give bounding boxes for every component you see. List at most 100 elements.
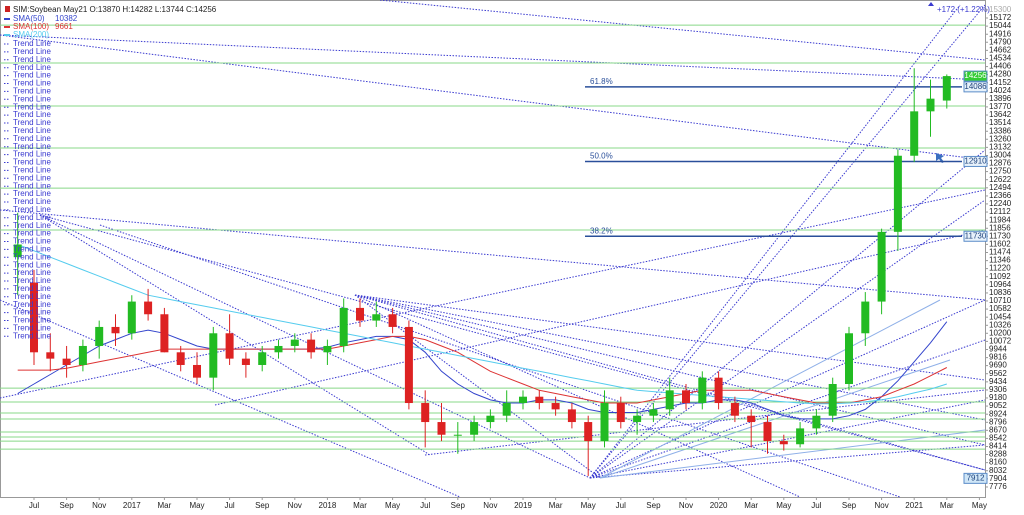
y-tick-label: 15300 (989, 5, 1012, 14)
candle-body (633, 415, 642, 423)
fib-value-box (963, 81, 988, 93)
candle-body (665, 390, 674, 410)
legend-trend-line: Trend Line (13, 324, 52, 333)
legend-trend-line: Trend Line (13, 110, 52, 119)
legend-name: SMA(50) (13, 14, 45, 23)
candle-body (861, 301, 870, 334)
legend-trend-line: Trend Line (13, 268, 52, 277)
y-tick-label: 12876 (989, 159, 1012, 168)
candle-body (241, 358, 250, 365)
candle-body (307, 339, 316, 353)
y-tick-label: 14534 (989, 54, 1012, 63)
legend-trend-line: Trend Line (13, 205, 52, 214)
legend-trend-line: Trend Line (13, 55, 52, 64)
legend-trend-line: Trend Line (13, 181, 52, 190)
y-tick-label: 8670 (989, 425, 1007, 434)
sma-line (17, 335, 948, 404)
y-tick-label: 7904 (989, 474, 1007, 483)
x-tick-label: Mar (549, 501, 563, 510)
candle-body (193, 364, 201, 378)
legend-trend-line: Trend Line (13, 134, 52, 143)
legend-trend-line: Trend Line (13, 189, 52, 198)
y-tick-label: 12494 (989, 183, 1012, 192)
legend-trend-line: Trend Line (13, 252, 52, 261)
y-tick-label: 14662 (989, 45, 1012, 54)
candle-body (747, 415, 756, 423)
candle-body (649, 409, 658, 416)
y-tick-label: 12750 (989, 167, 1012, 176)
legend-trend-line: Trend Line (13, 237, 52, 246)
candle-body (600, 403, 609, 442)
y-tick-label: 9434 (989, 377, 1007, 386)
candle-body (779, 441, 788, 445)
y-tick-label: 11730 (989, 231, 1011, 240)
candle-body (160, 314, 169, 353)
sma-line (17, 244, 947, 405)
candle-body (111, 326, 120, 334)
x-tick-label: 2017 (123, 501, 141, 510)
candle-body (682, 390, 690, 404)
y-tick-label: 8288 (989, 450, 1007, 459)
y-tick-label: 10072 (989, 337, 1012, 346)
x-tick-label: Mar (744, 501, 758, 510)
candle-body (46, 352, 55, 359)
candle-body (127, 301, 136, 334)
candle-body (845, 333, 853, 385)
y-tick-label: 8032 (989, 466, 1007, 475)
y-tick-label: 9690 (989, 361, 1007, 370)
legend-trend-line: Trend Line (13, 292, 52, 301)
legend-trend-line: Trend Line (13, 221, 52, 230)
y-tick-label: 12366 (989, 191, 1012, 200)
y-tick-label: 15044 (989, 21, 1012, 30)
x-tick-label: Sep (255, 501, 270, 510)
fib-value-box (963, 230, 988, 242)
fib-value: 12910 (964, 157, 987, 166)
candle-body (584, 422, 593, 442)
y-tick-label: 14916 (989, 29, 1012, 38)
y-tick-label: 14790 (989, 37, 1012, 46)
candle-body (551, 403, 560, 410)
legend-trend-line: Trend Line (13, 126, 52, 135)
candle-body (13, 244, 22, 258)
y-tick-label: 14280 (989, 70, 1012, 79)
y-tick-label: 9306 (989, 385, 1007, 394)
y-tick-label: 10454 (989, 312, 1012, 321)
y-tick-label: 14152 (989, 78, 1012, 87)
y-tick-label: 13514 (989, 118, 1012, 127)
fib-value: 14086 (964, 82, 987, 91)
y-tick-label: 13004 (989, 151, 1012, 160)
x-tick-label: Jul (420, 501, 430, 510)
candle-body (453, 434, 462, 436)
fib-value-box (963, 155, 988, 167)
y-tick-label: 11856 (989, 223, 1011, 232)
candle-body (486, 415, 495, 423)
legend-trend-line: Trend Line (13, 150, 52, 159)
y-tick-label: 13770 (989, 102, 1012, 111)
x-tick-label: Mar (940, 501, 954, 510)
y-tick-label: 12622 (989, 175, 1012, 184)
legend-value: 9661 (55, 22, 73, 31)
candle-body (893, 155, 902, 232)
y-tick-label: 9816 (989, 353, 1007, 362)
y-tick-label: 11092 (989, 272, 1011, 281)
price-marker (963, 70, 988, 82)
x-tick-label: May (385, 501, 400, 510)
y-tick-label: 8160 (989, 458, 1007, 467)
candle-body (323, 345, 332, 353)
y-tick-label: 8796 (989, 417, 1007, 426)
y-tick-label: 13386 (989, 126, 1012, 135)
x-tick-label: Nov (679, 501, 693, 510)
candle-body (698, 377, 707, 404)
x-tick-label: Sep (451, 501, 466, 510)
candle-body (209, 333, 218, 378)
x-tick-label: Nov (483, 501, 497, 510)
legend-trend-line: Trend Line (13, 39, 52, 48)
legend-trend-line: Trend Line (13, 331, 52, 340)
candle-body (502, 403, 511, 416)
candle-body (910, 111, 919, 156)
legend-trend-line: Trend Line (13, 87, 52, 96)
x-tick-label: May (776, 501, 791, 510)
price-marker (963, 472, 988, 484)
change-label: +172 (+1.22%) (937, 5, 990, 14)
